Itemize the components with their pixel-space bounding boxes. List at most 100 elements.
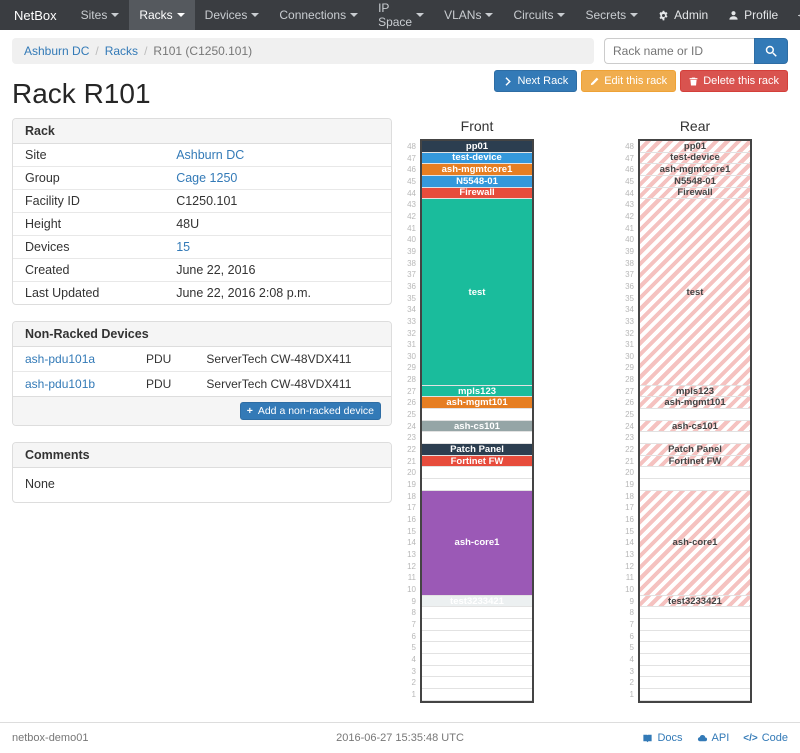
- rack-unit-empty: [422, 619, 532, 631]
- nav-item-sites[interactable]: Sites: [71, 0, 130, 30]
- attribute-value-link[interactable]: Ashburn DC: [176, 148, 245, 162]
- rack-unit-test3233421[interactable]: test3233421: [422, 595, 532, 608]
- nav-item-secrets[interactable]: Secrets: [575, 0, 648, 30]
- rack-unit-firewall[interactable]: Firewall: [422, 187, 532, 200]
- rack-unit-empty: [640, 409, 750, 421]
- unit-number: 39: [625, 246, 634, 256]
- nav-item-ip-space[interactable]: IP Space: [368, 0, 434, 30]
- rack-unit-ash-mgmtcore1[interactable]: ash-mgmtcore1: [422, 164, 532, 176]
- unit-number: 12: [407, 561, 416, 571]
- unit-number: 18: [407, 491, 416, 501]
- footer-links: Docs API </> Code: [529, 732, 788, 744]
- rack-unit-n5548-01[interactable]: N5548-01: [422, 175, 532, 188]
- edit-rack-button[interactable]: Edit this rack: [581, 70, 677, 92]
- rack-unit-patch-panel[interactable]: Patch Panel: [640, 444, 750, 456]
- nav-item-circuits[interactable]: Circuits: [503, 0, 575, 30]
- device-role: PDU: [133, 371, 195, 396]
- navbar-brand[interactable]: NetBox: [14, 7, 57, 23]
- unit-number: 3: [411, 666, 416, 676]
- attribute-label: Last Updated: [13, 281, 165, 304]
- rack-unit-patch-panel[interactable]: Patch Panel: [422, 444, 532, 456]
- breadcrumb-item[interactable]: Ashburn DC: [24, 44, 90, 58]
- chevron-down-icon: [350, 13, 359, 17]
- code-link[interactable]: </> Code: [743, 732, 789, 744]
- trash-icon: [689, 77, 698, 85]
- unit-number: 45: [407, 176, 416, 186]
- attribute-label: Site: [25, 148, 47, 162]
- device-name-link[interactable]: ash-pdu101a: [25, 352, 96, 366]
- rack-unit-ash-mgmt101[interactable]: ash-mgmt101: [422, 397, 532, 410]
- rack-unit-fortinet-fw[interactable]: Fortinet FW: [640, 455, 750, 468]
- rack-unit-empty: [422, 654, 532, 666]
- nav-item-racks[interactable]: Racks: [129, 0, 195, 30]
- unit-number: 12: [625, 561, 634, 571]
- unit-number: 43: [407, 200, 416, 210]
- nav-item-vlans[interactable]: VLANs: [434, 0, 503, 30]
- api-link[interactable]: API: [697, 732, 729, 744]
- unit-number: 34: [407, 305, 416, 315]
- docs-link[interactable]: Docs: [642, 732, 683, 744]
- rack-unit-empty: [640, 654, 750, 666]
- unit-number: 34: [625, 305, 634, 315]
- attribute-label: Facility ID: [13, 189, 165, 213]
- device-role: PDU: [145, 352, 172, 366]
- rack-unit-test[interactable]: test: [640, 199, 750, 386]
- chevron-down-icon: [111, 13, 120, 17]
- rack-unit-ash-cs101[interactable]: ash-cs101: [640, 420, 750, 433]
- rack-unit-test-device[interactable]: test-device: [422, 152, 532, 165]
- rack-unit-test-device[interactable]: test-device: [640, 152, 750, 165]
- unit-number: 38: [625, 258, 634, 268]
- search-button[interactable]: [754, 38, 788, 64]
- left-column: Rack Site Ashburn DC Group Cage 1250 Facilit…: [12, 118, 392, 519]
- rack-unit-mpls123[interactable]: mpls123: [422, 385, 532, 398]
- rack-unit-ash-core1[interactable]: ash-core1: [640, 490, 750, 596]
- rack-unit-empty: [422, 432, 532, 445]
- unit-number: 31: [407, 340, 416, 350]
- rack-unit-empty: [422, 409, 532, 421]
- unit-number: 40: [625, 235, 634, 245]
- nav-item-label: Racks: [139, 8, 173, 22]
- breadcrumb-item[interactable]: Racks: [104, 44, 139, 58]
- admin-link[interactable]: Admin: [648, 0, 718, 30]
- rack-unit-fortinet-fw[interactable]: Fortinet FW: [422, 455, 532, 468]
- rack-unit-pp01[interactable]: pp01: [422, 141, 532, 153]
- unit-number: 3: [629, 666, 634, 676]
- rack-unit-n5548-01[interactable]: N5548-01: [640, 175, 750, 188]
- rack-unit-test[interactable]: test: [422, 199, 532, 386]
- device-name-link[interactable]: ash-pdu101b: [25, 377, 96, 391]
- rack-unit-ash-core1[interactable]: ash-core1: [422, 490, 532, 596]
- nav-item-devices[interactable]: Devices: [195, 0, 270, 30]
- nav-item-connections[interactable]: Connections: [269, 0, 368, 30]
- unit-number: 33: [407, 316, 416, 326]
- attribute-value-link[interactable]: 15: [176, 240, 191, 254]
- attribute-value-link[interactable]: Cage 1250: [176, 171, 238, 185]
- page-head: Next Rack Edit this rack Delete this rac…: [12, 70, 788, 112]
- add-non-racked-device-button[interactable]: + Add a non-racked device: [239, 402, 381, 420]
- rack-unit-ash-cs101[interactable]: ash-cs101: [422, 420, 532, 433]
- unit-number: 8: [629, 608, 634, 618]
- unit-number: 4: [411, 654, 416, 664]
- rack-unit-pp01[interactable]: pp01: [640, 141, 750, 153]
- search-input[interactable]: [604, 38, 754, 64]
- unit-number: 5: [629, 643, 634, 653]
- attribute-label: Created: [13, 258, 165, 282]
- next-rack-button[interactable]: Next Rack: [494, 70, 578, 92]
- unit-number: 9: [411, 596, 416, 606]
- device-row: ash-pdu101b PDU ServerTech CW-48VDX411: [13, 371, 391, 396]
- rack-unit-firewall[interactable]: Firewall: [640, 187, 750, 200]
- nonracked-body: ash-pdu101a PDU ServerTech CW-48VDX411 ash-…: [13, 347, 391, 396]
- profile-link[interactable]: Profile: [718, 0, 788, 30]
- unit-number: 47: [407, 153, 416, 163]
- rack-unit-empty: [422, 467, 532, 480]
- chevron-down-icon: [176, 13, 185, 17]
- rack-unit-mpls123[interactable]: mpls123: [640, 385, 750, 398]
- unit-number: 43: [625, 200, 634, 210]
- rack-unit-test3233421[interactable]: test3233421: [640, 595, 750, 608]
- delete-rack-button[interactable]: Delete this rack: [680, 70, 788, 92]
- rack-unit-ash-mgmt101[interactable]: ash-mgmt101: [640, 397, 750, 410]
- logout-link[interactable]: Log out: [788, 0, 800, 30]
- breadcrumb-separator: /: [95, 44, 99, 58]
- rack-panel-title: Rack: [13, 119, 391, 144]
- rack-unit-ash-mgmtcore1[interactable]: ash-mgmtcore1: [640, 164, 750, 176]
- attribute-row: Group Cage 1250: [13, 166, 391, 190]
